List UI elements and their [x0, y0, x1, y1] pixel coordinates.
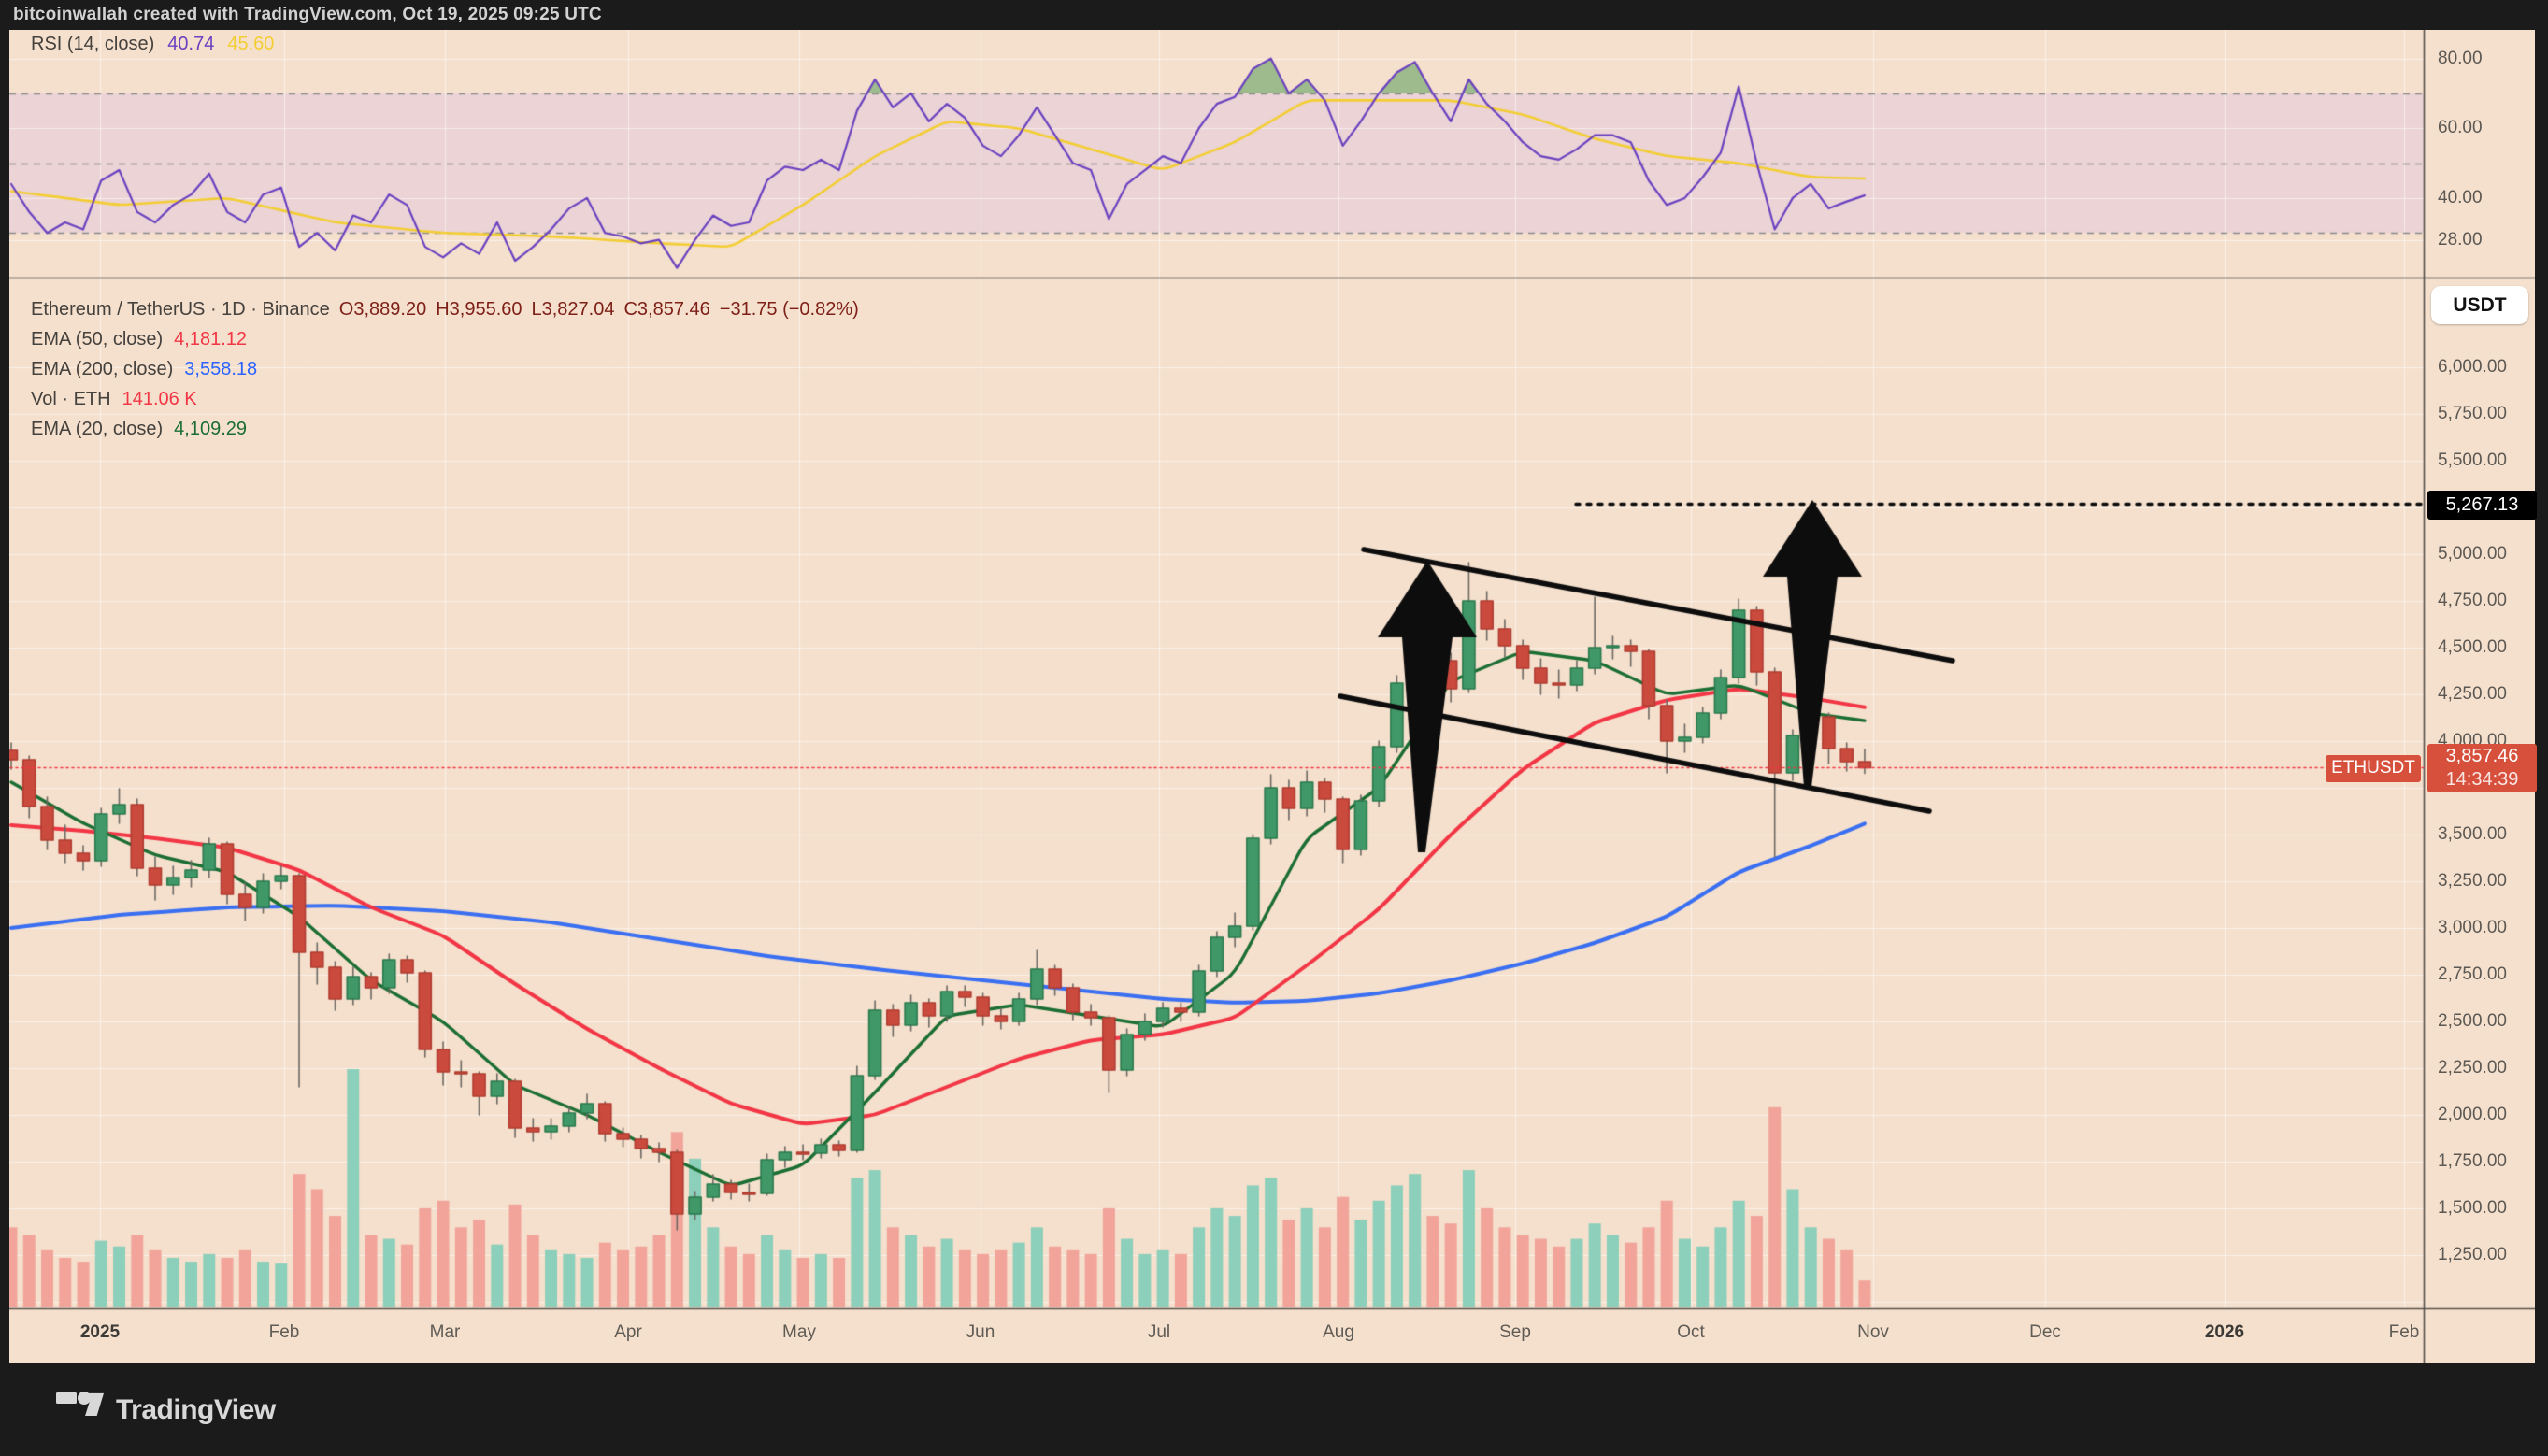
- volume-value: 141.06 K: [122, 388, 197, 409]
- time-axis-label: Mar: [429, 1322, 461, 1342]
- tradingview-logo-text: TradingView: [116, 1393, 276, 1425]
- rsi-tick-label: 40.00: [2438, 187, 2483, 207]
- legend-ema200[interactable]: EMA (200, close) 3,558.18: [31, 357, 257, 381]
- volume-label: Vol · ETH: [31, 388, 111, 409]
- ohlc-high: H3,955.60: [436, 298, 522, 320]
- rsi-tick-label: 80.00: [2438, 48, 2483, 68]
- symbol-price-label: ETHUSDT: [2326, 754, 2421, 782]
- ohlc-open: O3,889.20: [338, 298, 427, 320]
- price-tick-label: 5,000.00: [2438, 544, 2507, 564]
- price-tick-label: 4,750.00: [2438, 591, 2507, 610]
- price-tick-label: 2,000.00: [2438, 1105, 2507, 1124]
- rsi-value: 40.74: [167, 33, 215, 54]
- bar-countdown: 14:34:39: [2445, 768, 2519, 790]
- ohlc-change: −31.75 (−0.82%): [719, 298, 859, 320]
- price-tick-label: 2,250.00: [2438, 1058, 2507, 1078]
- rsi-label: RSI (14, close): [31, 33, 155, 54]
- price-tick-label: 2,500.00: [2438, 1011, 2507, 1031]
- time-axis-label: Nov: [1857, 1322, 1889, 1342]
- legend-volume[interactable]: Vol · ETH 141.06 K: [31, 387, 197, 411]
- ema20-label: EMA (20, close): [31, 418, 164, 439]
- symbol-legend[interactable]: Ethereum / TetherUS · 1D · Binance O3,88…: [31, 297, 859, 321]
- last-price-badge: 3,857.46 14:34:39: [2427, 743, 2537, 792]
- price-tick-label: 4,500.00: [2438, 637, 2507, 657]
- time-axis-label: Feb: [2388, 1322, 2420, 1342]
- tradingview-logo[interactable]: TradingView: [56, 1390, 276, 1431]
- time-axis-label: Apr: [614, 1322, 642, 1342]
- tradingview-logo-icon: [56, 1391, 104, 1416]
- ohlc-low: L3,827.04: [531, 298, 615, 320]
- price-tick-label: 5,500.00: [2438, 450, 2507, 470]
- window-left-edge: [0, 30, 9, 1363]
- time-axis-label: Aug: [1323, 1322, 1354, 1342]
- rsi-tick-label: 60.00: [2438, 118, 2483, 138]
- time-axis-label: Oct: [1677, 1322, 1705, 1342]
- ohlc-close: C3,857.46: [623, 298, 710, 320]
- legend-ema50[interactable]: EMA (50, close) 4,181.12: [31, 327, 247, 351]
- price-tick-label: 1,250.00: [2438, 1245, 2507, 1264]
- time-axis-label: Sep: [1499, 1322, 1531, 1342]
- price-tick-label: 2,750.00: [2438, 964, 2507, 984]
- rsi-tick-label: 28.00: [2438, 229, 2483, 250]
- currency-toggle-button[interactable]: USDT: [2431, 286, 2528, 324]
- time-axis-label: Jun: [966, 1322, 995, 1342]
- last-price-value: 3,857.46: [2445, 745, 2519, 766]
- window-right-edge: [2535, 30, 2548, 1363]
- price-tick-label: 4,250.00: [2438, 684, 2507, 704]
- footer-bar: TradingView: [0, 1363, 2548, 1456]
- price-tick-label: 1,750.00: [2438, 1151, 2507, 1171]
- rsi-legend[interactable]: RSI (14, close) 40.74 45.60: [31, 32, 274, 56]
- rsi-ma-value: 45.60: [227, 33, 275, 54]
- ema50-label: EMA (50, close): [31, 328, 164, 350]
- symbol-title: Ethereum / TetherUS · 1D · Binance: [31, 298, 330, 320]
- ema200-value: 3,558.18: [184, 358, 258, 379]
- time-axis-label: Dec: [2029, 1322, 2061, 1342]
- price-tick-label: 6,000.00: [2438, 357, 2507, 377]
- price-tick-label: 5,750.00: [2438, 404, 2507, 423]
- price-tick-label: 3,250.00: [2438, 871, 2507, 891]
- ema200-label: EMA (200, close): [31, 358, 174, 379]
- time-axis-label: 2026: [2204, 1322, 2245, 1342]
- time-axis-label: 2025: [79, 1322, 121, 1342]
- time-axis-label: May: [782, 1322, 816, 1342]
- time-axis-label: Feb: [268, 1322, 300, 1342]
- price-tick-label: 3,500.00: [2438, 824, 2507, 844]
- ema50-value: 4,181.12: [174, 328, 248, 350]
- attribution-text: bitcoinwallah created with TradingView.c…: [13, 5, 602, 24]
- price-tick-label: 1,500.00: [2438, 1198, 2507, 1218]
- legend-ema20[interactable]: EMA (20, close) 4,109.29: [31, 417, 247, 441]
- target-price-badge: 5,267.13: [2427, 490, 2537, 520]
- ema20-value: 4,109.29: [174, 418, 248, 439]
- price-tick-label: 3,000.00: [2438, 918, 2507, 937]
- attribution-bar: bitcoinwallah created with TradingView.c…: [0, 0, 2548, 30]
- time-axis-label: Jul: [1147, 1322, 1171, 1342]
